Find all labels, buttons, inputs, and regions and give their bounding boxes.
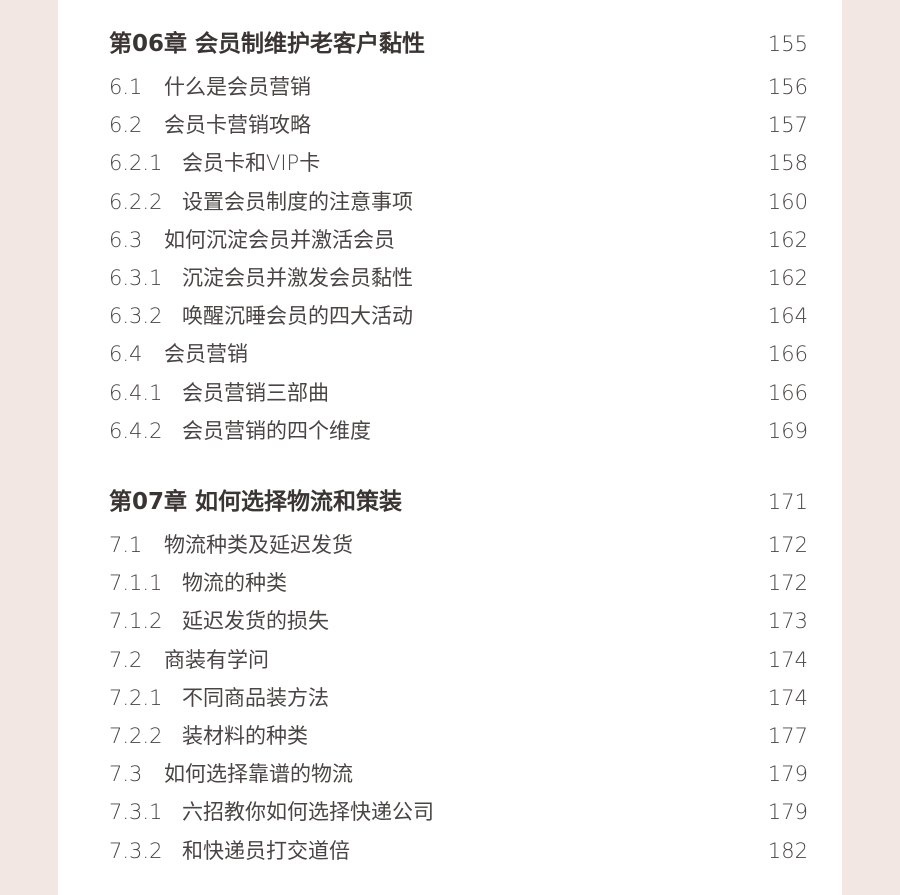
toc-entry[interactable]: 6.3 如何沉淀会员并激活会员 162 bbox=[109, 223, 808, 257]
section-title: 如何选择靠谱的物流 bbox=[164, 762, 353, 787]
page-number: 179 bbox=[767, 762, 808, 787]
page-number: 174 bbox=[767, 647, 808, 672]
section-title: 会员营销三部曲 bbox=[182, 380, 329, 405]
section-number: 6.1 bbox=[109, 75, 143, 99]
page-number: 166 bbox=[767, 342, 808, 367]
section-title: 会员卡和VIP卡 bbox=[182, 151, 321, 176]
section-title: 会员营销 bbox=[164, 342, 248, 367]
section-title: 商装有学问 bbox=[164, 647, 269, 672]
section-number: 6.4 bbox=[109, 342, 143, 367]
toc-entry[interactable]: 7.3.2 和快递员打交道倍 182 bbox=[109, 834, 808, 868]
section-number: 7.3 bbox=[109, 762, 143, 787]
section-title: 如何沉淀会员并激活会员 bbox=[164, 227, 395, 252]
section-number: 6.3.1 bbox=[109, 266, 163, 290]
section-number: 7.3.2 bbox=[109, 838, 163, 863]
section-number: 6.2.2 bbox=[109, 189, 163, 214]
toc-entry[interactable]: 7.2.2 装材料的种类 177 bbox=[109, 719, 808, 753]
toc-entry[interactable]: 6.1 什么是会员营销 156 bbox=[109, 70, 808, 104]
page-number: 171 bbox=[767, 490, 808, 514]
toc-entry[interactable]: 6.3.1 沉淀会员并激发会员黏性 162 bbox=[109, 261, 808, 295]
page-number: 158 bbox=[767, 151, 808, 176]
toc-page: 第06章 会员制维护老客户黏性 155 6.1 什么是会员营销 156 6.2 会员卡营销攻… bbox=[58, 0, 842, 895]
section-title: 延迟发货的损失 bbox=[182, 609, 329, 634]
section-number: 7.1 bbox=[109, 533, 143, 557]
page-number: 172 bbox=[767, 533, 808, 557]
section-number: 7.1.2 bbox=[109, 609, 163, 634]
section-number: 7.2.1 bbox=[109, 685, 163, 710]
section-title: 六招教你如何选择快递公司 bbox=[182, 800, 434, 825]
section-number: 6.4.1 bbox=[109, 380, 163, 405]
toc-entry[interactable]: 6.4 会员营销 166 bbox=[109, 337, 808, 371]
page-number: 172 bbox=[767, 571, 808, 596]
section-number: 6.2.1 bbox=[109, 151, 163, 176]
chapter-heading-row[interactable]: 第06章 会员制维护老客户黏性 155 bbox=[109, 27, 808, 61]
section-number: 7.1.1 bbox=[109, 571, 163, 596]
section-number: 6.4.2 bbox=[109, 418, 163, 443]
toc-entry[interactable]: 6.2 会员卡营销攻略 157 bbox=[109, 108, 808, 142]
section-number: 7.3.1 bbox=[109, 800, 163, 825]
toc-entry[interactable]: 7.1.2 延迟发货的损失 173 bbox=[109, 604, 808, 638]
chapter-heading-row[interactable]: 第07章 如何选择物流和策装 171 bbox=[109, 485, 808, 519]
toc-entry[interactable]: 7.2.1 不同商品装方法 174 bbox=[109, 681, 808, 715]
section-title: 会员卡营销攻略 bbox=[164, 113, 311, 138]
page-number: 182 bbox=[767, 838, 808, 863]
page-number: 162 bbox=[767, 266, 808, 290]
section-number: 6.3 bbox=[109, 227, 143, 252]
section-number: 6.3.2 bbox=[109, 304, 163, 329]
page-number: 169 bbox=[767, 418, 808, 443]
toc-entry[interactable]: 7.3.1 六招教你如何选择快递公司 179 bbox=[109, 795, 808, 829]
toc-entry[interactable]: 6.4.1 会员营销三部曲 166 bbox=[109, 376, 808, 410]
page-number: 174 bbox=[767, 685, 808, 710]
toc-entry[interactable]: 7.1 物流种类及延迟发货 172 bbox=[109, 528, 808, 562]
page-number: 155 bbox=[767, 32, 808, 56]
toc-entry[interactable]: 7.3 如何选择靠谱的物流 179 bbox=[109, 757, 808, 791]
section-title: 沉淀会员并激发会员黏性 bbox=[182, 266, 413, 290]
section-title: 和快递员打交道倍 bbox=[182, 838, 350, 863]
section-title: 物流的种类 bbox=[182, 571, 287, 596]
toc-entry[interactable]: 6.3.2 唤醒沉睡会员的四大活动 164 bbox=[109, 299, 808, 333]
section-title: 唤醒沉睡会员的四大活动 bbox=[182, 304, 413, 329]
section-title: 什么是会员营销 bbox=[164, 75, 311, 99]
section-title: 物流种类及延迟发货 bbox=[164, 533, 353, 557]
section-title: 不同商品装方法 bbox=[182, 685, 329, 710]
page-number: 157 bbox=[767, 113, 808, 138]
page-number: 177 bbox=[767, 724, 808, 748]
page-number: 156 bbox=[767, 75, 808, 99]
section-number: 7.2 bbox=[109, 647, 143, 672]
chapter-title: 第06章 会员制维护老客户黏性 bbox=[109, 31, 426, 57]
page-number: 173 bbox=[767, 609, 808, 634]
page-number: 162 bbox=[767, 227, 808, 252]
section-number: 7.2.2 bbox=[109, 724, 163, 748]
toc-entry[interactable]: 7.1.1 物流的种类 172 bbox=[109, 566, 808, 600]
section-number: 6.2 bbox=[109, 113, 143, 138]
section-title: 会员营销的四个维度 bbox=[182, 418, 371, 443]
page-number: 164 bbox=[767, 304, 808, 329]
chapter-title: 第07章 如何选择物流和策装 bbox=[109, 489, 403, 515]
toc-entry[interactable]: 7.2 商装有学问 174 bbox=[109, 643, 808, 677]
toc-entry[interactable]: 6.4.2 会员营销的四个维度 169 bbox=[109, 414, 808, 448]
page-number: 166 bbox=[767, 380, 808, 405]
page-number: 179 bbox=[767, 800, 808, 825]
section-title: 装材料的种类 bbox=[182, 724, 308, 748]
section-title: 设置会员制度的注意事项 bbox=[182, 189, 413, 214]
page-number: 160 bbox=[767, 189, 808, 214]
toc-entry[interactable]: 6.2.1 会员卡和VIP卡 158 bbox=[109, 146, 808, 180]
toc-entry[interactable]: 6.2.2 设置会员制度的注意事项 160 bbox=[109, 185, 808, 219]
